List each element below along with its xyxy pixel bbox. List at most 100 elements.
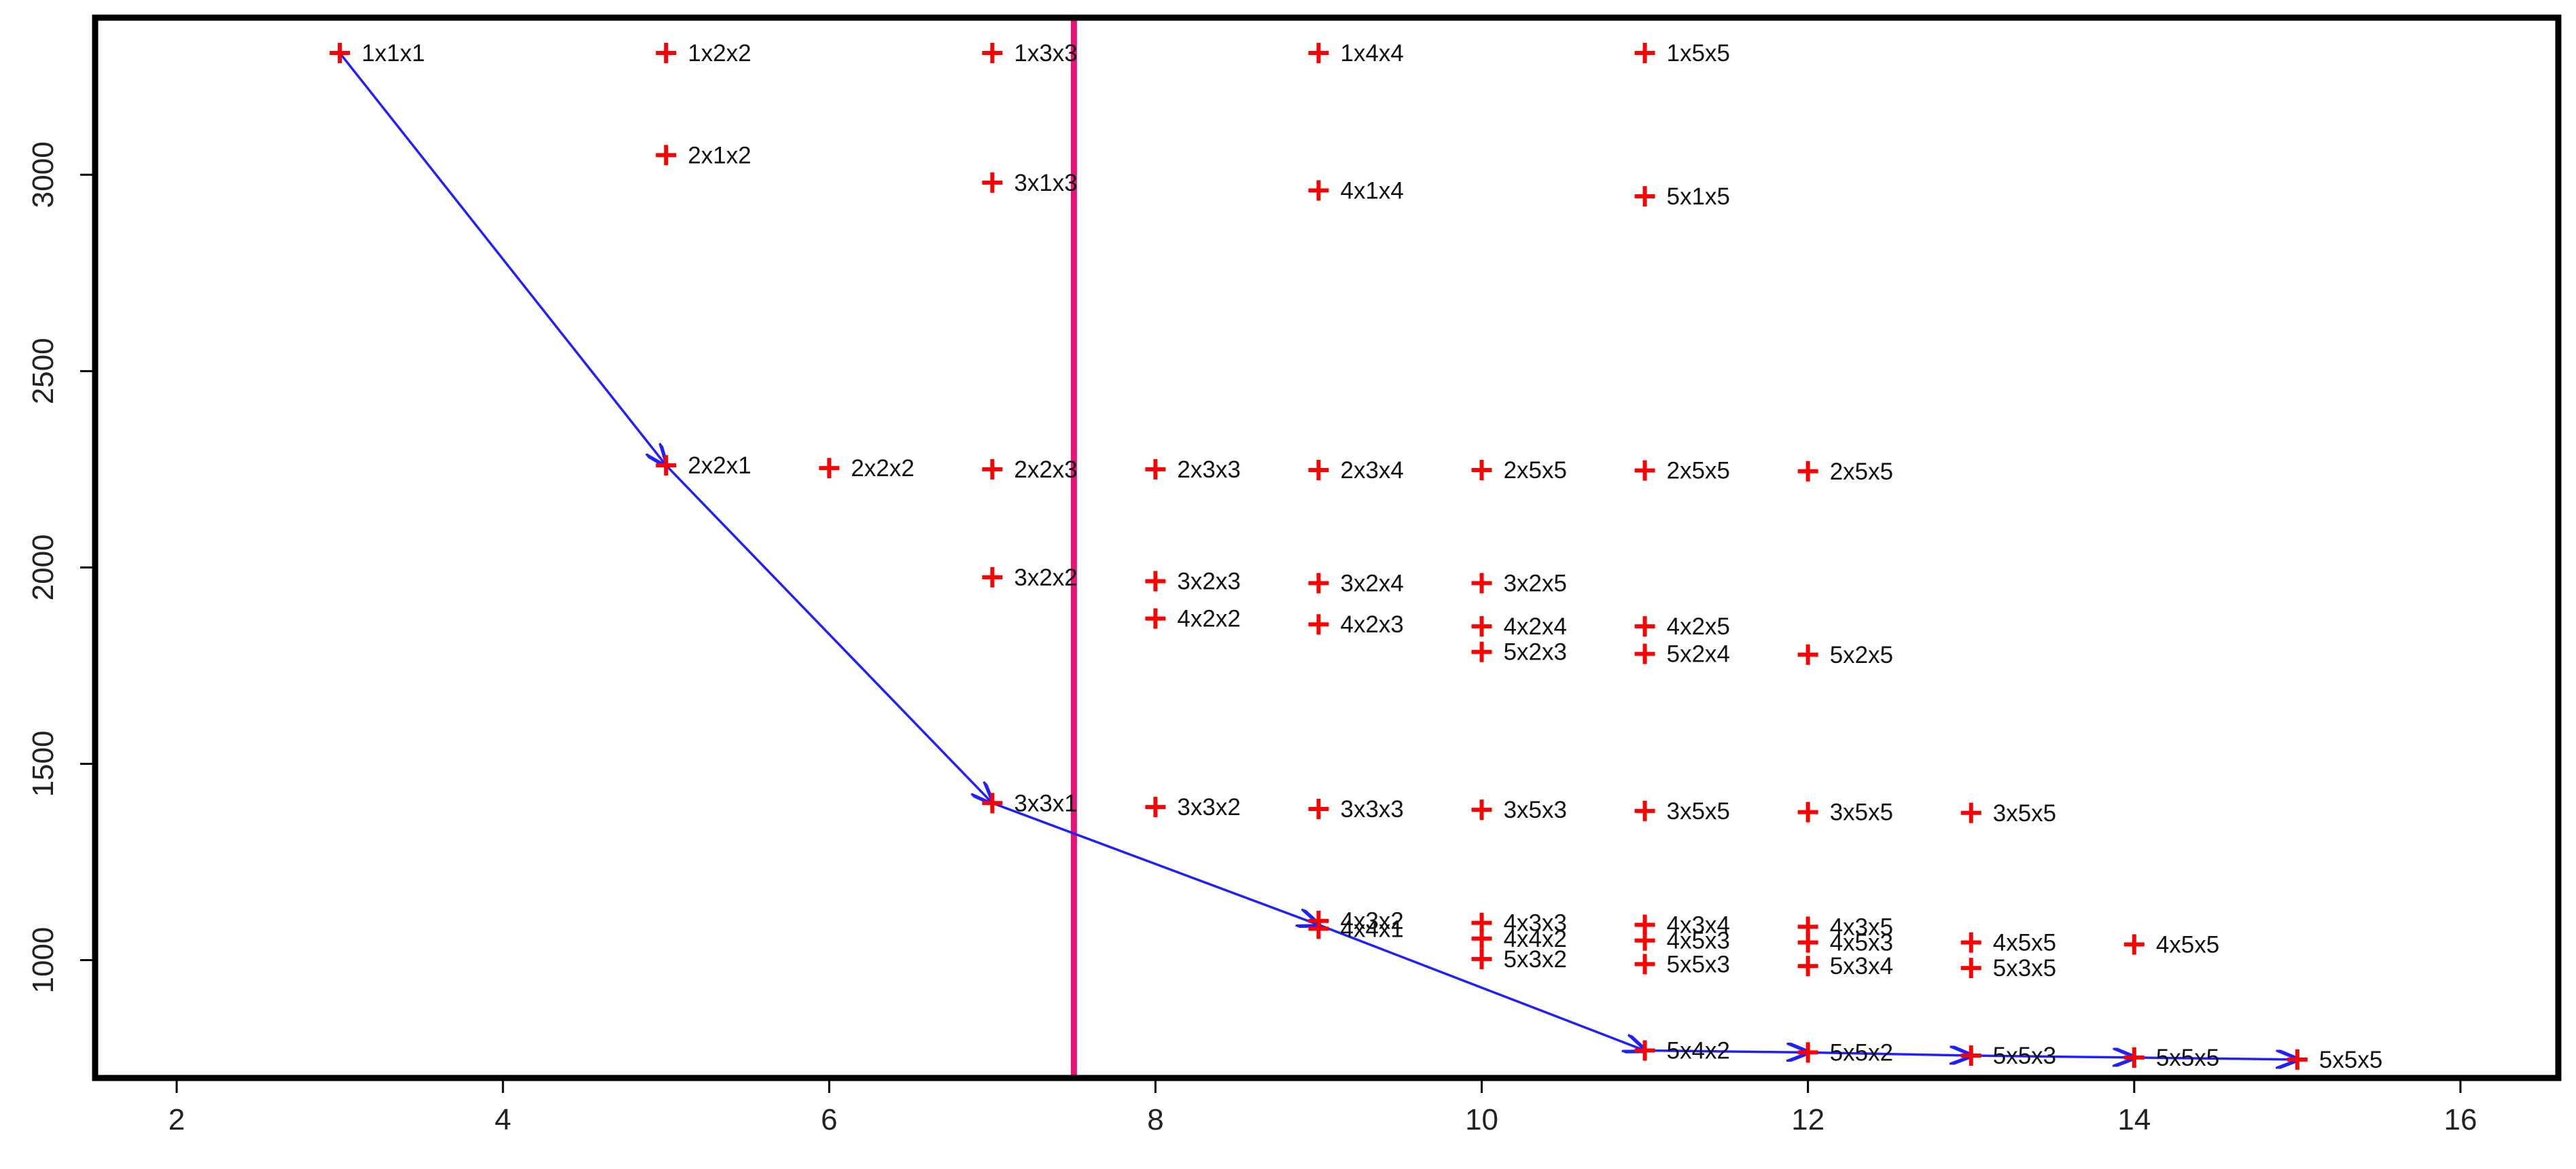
point-label: 5x3x4 xyxy=(1830,953,1893,979)
path-arrow xyxy=(991,802,1318,924)
path-arrow xyxy=(1971,1056,2134,1058)
data-point: 5x2x3 xyxy=(1471,639,1567,666)
data-point: 2x2x2 xyxy=(819,455,915,482)
point-label: 4x4x2 xyxy=(1504,926,1567,952)
point-label: 4x3x5 xyxy=(1830,914,1893,940)
data-point: 4x3x5 xyxy=(1797,914,1893,940)
data-point: 3x1x3 xyxy=(982,170,1078,196)
point-label: 3x3x1 xyxy=(1014,790,1077,816)
point-label: 3x1x3 xyxy=(1014,170,1077,196)
point-label: 1x5x5 xyxy=(1667,40,1730,67)
data-point: 4x4x1 xyxy=(1308,916,1404,942)
x-tick-label: 4 xyxy=(495,1103,511,1136)
x-tick-label: 6 xyxy=(821,1103,837,1136)
path-arrow xyxy=(665,464,992,803)
data-point: 5x3x2 xyxy=(1471,946,1567,973)
point-label: 2x5x5 xyxy=(1504,457,1567,484)
data-point: 5x5x2 xyxy=(1797,1039,1893,1066)
data-point: 5x5x3 xyxy=(1634,951,1730,977)
point-label: 3x2x4 xyxy=(1340,571,1403,597)
point-label: 4x5x5 xyxy=(1993,930,2056,956)
point-label: 5x5x5 xyxy=(2156,1045,2219,1071)
data-point: 5x4x2 xyxy=(1634,1038,1730,1064)
data-point: 5x5x3 xyxy=(1960,1043,2056,1069)
data-point: 4x2x3 xyxy=(1308,611,1404,638)
point-label: 3x3x3 xyxy=(1340,796,1403,823)
point-label: 2x3x3 xyxy=(1177,456,1240,483)
y-axis: 1000 1500 2000 2500 3000 xyxy=(27,141,95,994)
point-label: 3x2x5 xyxy=(1504,571,1567,597)
point-label: 4x2x2 xyxy=(1177,606,1240,632)
point-label: 4x2x3 xyxy=(1340,611,1403,638)
point-label: 5x2x5 xyxy=(1830,642,1893,668)
x-tick-label: 14 xyxy=(2117,1103,2151,1136)
path-arrow xyxy=(1807,1052,1971,1056)
data-point: 4x5x3 xyxy=(1634,928,1730,954)
point-label: 2x5x5 xyxy=(1667,458,1730,484)
point-label: 4x1x4 xyxy=(1340,177,1403,204)
point-label: 3x5x5 xyxy=(1667,798,1730,825)
data-point: 2x2x3 xyxy=(982,456,1078,483)
data-point: 5x2x4 xyxy=(1634,641,1730,668)
point-label: 5x5x3 xyxy=(1993,1043,2056,1069)
data-point: 3x5x5 xyxy=(1634,798,1730,825)
point-label: 5x2x3 xyxy=(1504,639,1567,666)
data-point: 5x3x4 xyxy=(1797,953,1893,979)
data-point: 2x5x5 xyxy=(1634,458,1730,484)
plot-frame xyxy=(92,14,2562,1081)
data-point: 4x1x4 xyxy=(1308,177,1404,204)
point-label: 2x1x2 xyxy=(688,142,751,168)
data-point: 3x2x4 xyxy=(1308,571,1404,597)
data-point: 4x2x2 xyxy=(1145,606,1241,632)
data-point: 4x3x3 xyxy=(1471,910,1567,937)
point-label: 4x5x5 xyxy=(2156,931,2219,958)
point-label: 2x3x4 xyxy=(1340,457,1403,484)
point-label: 2x2x3 xyxy=(1014,456,1077,483)
x-tick-label: 8 xyxy=(1147,1103,1163,1136)
point-label: 1x3x3 xyxy=(1014,40,1077,67)
data-point: 3x3x3 xyxy=(1308,796,1404,823)
point-label: 4x3x4 xyxy=(1667,912,1730,939)
y-tick-label: 1000 xyxy=(27,927,60,994)
data-point: 4x2x4 xyxy=(1471,613,1567,640)
point-label: 5x3x5 xyxy=(1993,955,2056,982)
point-label: 4x5x3 xyxy=(1830,930,1893,956)
point-label: 4x5x3 xyxy=(1667,928,1730,954)
point-label: 5x5x3 xyxy=(1667,951,1730,977)
point-label: 4x3x3 xyxy=(1504,910,1567,937)
data-point: 1x2x2 xyxy=(656,40,752,67)
y-tick-label: 3000 xyxy=(27,141,60,208)
data-point: 4x4x2 xyxy=(1471,926,1567,952)
x-tick-label: 2 xyxy=(169,1103,185,1136)
path-arrow xyxy=(1318,923,1644,1051)
point-label: 3x3x2 xyxy=(1177,794,1240,821)
data-point: 3x2x5 xyxy=(1471,571,1567,597)
data-point: 5x5x5 xyxy=(2123,1045,2219,1071)
data-point: 2x3x3 xyxy=(1145,456,1241,483)
point-label: 3x5x5 xyxy=(1993,800,2056,827)
data-point: 4x5x5 xyxy=(2123,931,2219,958)
data-point: 2x5x5 xyxy=(1471,457,1567,484)
point-label: 5x4x2 xyxy=(1667,1038,1730,1064)
point-label: 4x2x4 xyxy=(1504,613,1567,640)
data-point: 1x4x4 xyxy=(1308,40,1404,67)
data-point: 2x5x5 xyxy=(1797,458,1893,485)
data-point: 1x5x5 xyxy=(1634,40,1730,67)
point-label: 2x2x2 xyxy=(851,455,914,482)
point-label: 2x5x5 xyxy=(1830,458,1893,485)
path-arrow xyxy=(1644,1051,1808,1053)
path-arrow xyxy=(338,52,666,465)
y-tick-label: 2500 xyxy=(27,338,60,404)
data-point: 3x2x3 xyxy=(1145,569,1241,595)
point-label: 5x5x5 xyxy=(2319,1047,2382,1073)
point-label: 4x3x2 xyxy=(1340,908,1403,935)
data-point: 3x3x1 xyxy=(982,790,1078,816)
data-point: 4x2x5 xyxy=(1634,613,1730,640)
point-label: 5x2x4 xyxy=(1667,641,1730,668)
data-point: 3x5x5 xyxy=(1960,800,2056,827)
data-point: 2x3x4 xyxy=(1308,457,1404,484)
points-layer: 1x1x1 1x2x2 1x3x3 1x4x4 1x5x5 2x1x2 3x1x3 4x1x4… xyxy=(330,40,2382,1073)
data-point: 4x3x4 xyxy=(1634,912,1730,939)
point-label: 5x5x2 xyxy=(1830,1039,1893,1066)
